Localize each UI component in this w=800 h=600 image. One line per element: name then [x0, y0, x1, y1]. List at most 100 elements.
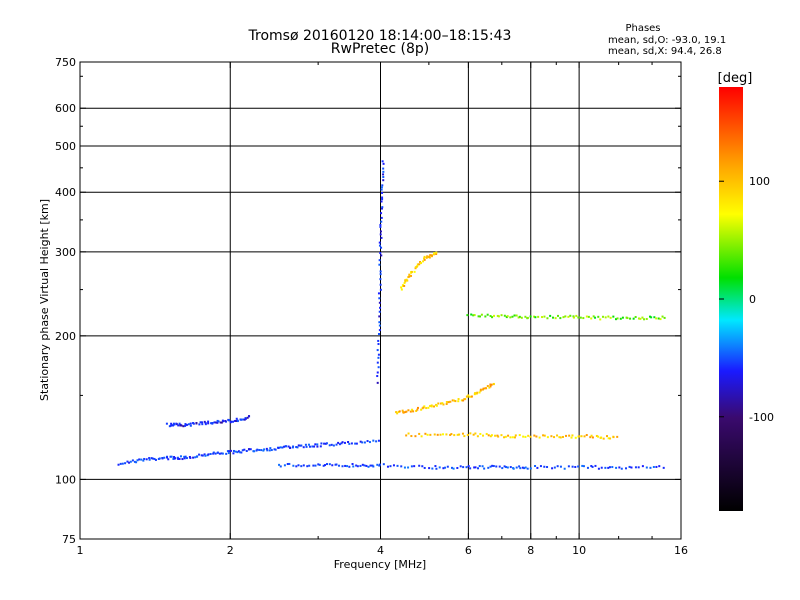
- data-point: [379, 273, 382, 276]
- data-point: [520, 316, 523, 319]
- data-point: [495, 465, 498, 468]
- data-point: [612, 436, 615, 439]
- data-point: [485, 432, 488, 435]
- data-point: [480, 313, 483, 316]
- data-point: [340, 442, 343, 445]
- data-point: [460, 399, 463, 402]
- data-point: [376, 375, 379, 378]
- data-point: [262, 449, 265, 452]
- data-point: [195, 422, 198, 425]
- data-point: [425, 256, 428, 259]
- data-point: [463, 435, 466, 438]
- data-point: [489, 315, 492, 318]
- data-point: [213, 421, 216, 424]
- data-point: [305, 445, 308, 448]
- data-point: [549, 314, 552, 317]
- data-point: [314, 443, 317, 446]
- data-point: [216, 451, 219, 454]
- data-point: [377, 366, 380, 369]
- data-point: [398, 410, 401, 413]
- data-point: [311, 445, 314, 448]
- data-point: [266, 449, 269, 452]
- data-point: [198, 453, 201, 456]
- data-point: [236, 451, 239, 454]
- data-point: [661, 315, 664, 318]
- data-point: [509, 436, 512, 439]
- data-point: [330, 443, 333, 446]
- data-point: [212, 451, 215, 454]
- data-point: [481, 465, 484, 468]
- x-axis-ticks: 1 2 4 6 8 10 16: [77, 62, 688, 557]
- data-point: [489, 465, 492, 468]
- data-point: [637, 466, 640, 469]
- data-point: [308, 464, 311, 467]
- grid-lines: [80, 62, 681, 539]
- data-point: [594, 316, 597, 319]
- data-point: [489, 435, 492, 438]
- data-point: [379, 283, 382, 286]
- data-point: [198, 423, 201, 426]
- data-point: [497, 315, 500, 318]
- data-point: [179, 424, 182, 427]
- data-point: [240, 451, 243, 454]
- data-point: [192, 456, 195, 459]
- data-point: [201, 421, 204, 424]
- data-point: [231, 420, 234, 423]
- data-point: [172, 422, 175, 425]
- data-point: [559, 465, 562, 468]
- data-point: [348, 465, 351, 468]
- data-point: [427, 406, 430, 409]
- data-point: [641, 465, 644, 468]
- data-point: [474, 466, 477, 469]
- data-point: [509, 316, 512, 319]
- data-point: [378, 244, 381, 247]
- data-point: [478, 315, 481, 318]
- data-point: [483, 467, 486, 470]
- data-point: [244, 417, 247, 420]
- data-point: [408, 273, 411, 276]
- data-point: [457, 398, 460, 401]
- data-point: [415, 409, 418, 412]
- x-tick-label: 6: [465, 544, 472, 557]
- data-point: [550, 435, 553, 438]
- data-point: [378, 463, 381, 466]
- data-point: [369, 464, 372, 467]
- data-point: [609, 316, 612, 319]
- data-point: [308, 445, 311, 448]
- data-point: [318, 463, 321, 466]
- data-point: [433, 433, 436, 436]
- data-point: [464, 398, 467, 401]
- data-point: [185, 423, 188, 426]
- data-point: [546, 466, 549, 469]
- data-point: [529, 467, 532, 470]
- data-point: [328, 444, 331, 447]
- data-point: [423, 405, 426, 408]
- data-point: [634, 466, 637, 469]
- data-point: [591, 465, 594, 468]
- data-point: [513, 436, 516, 439]
- data-point: [351, 463, 354, 466]
- data-point: [395, 411, 398, 414]
- data-point: [595, 434, 598, 437]
- data-point: [283, 445, 286, 448]
- data-point: [378, 263, 381, 266]
- data-point: [338, 443, 341, 446]
- data-point: [376, 371, 379, 374]
- data-point: [407, 409, 410, 412]
- y-tick-label: 200: [55, 330, 76, 343]
- data-point: [658, 465, 661, 468]
- data-point: [505, 466, 508, 469]
- data-point: [435, 467, 438, 470]
- data-point: [604, 466, 607, 469]
- data-point: [378, 321, 381, 324]
- data-point: [536, 466, 539, 469]
- data-point: [248, 448, 251, 451]
- data-point: [124, 462, 127, 465]
- data-point: [180, 424, 183, 427]
- data-point: [519, 467, 522, 470]
- data-point: [307, 443, 310, 446]
- data-point: [324, 442, 327, 445]
- data-point: [597, 435, 600, 438]
- data-point: [187, 423, 190, 426]
- data-point: [527, 434, 530, 437]
